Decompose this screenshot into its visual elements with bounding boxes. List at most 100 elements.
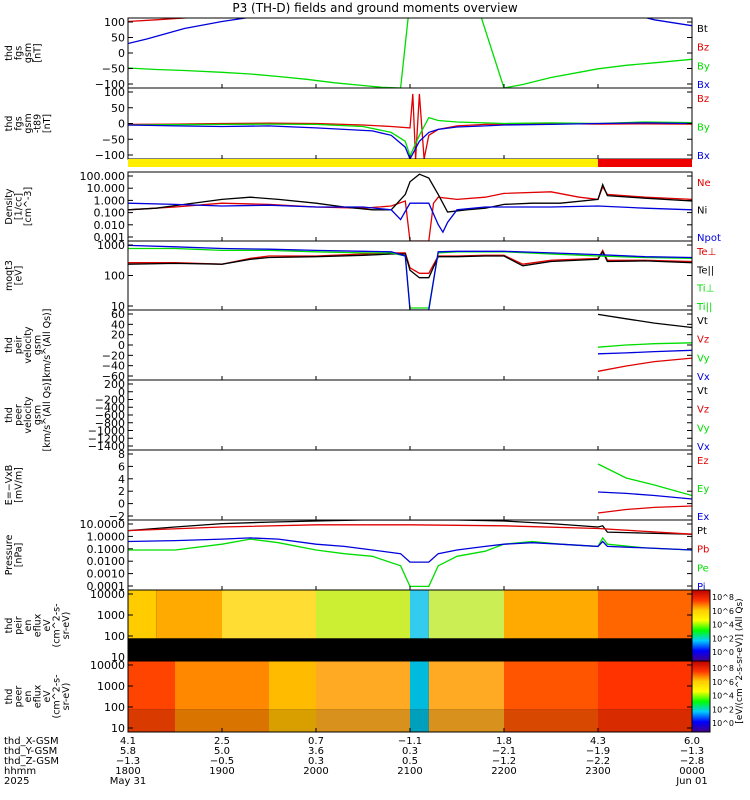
legend-By: By [697, 61, 710, 72]
ytick-label: 100 [104, 86, 125, 99]
colorbar-tick: 10^8 [712, 593, 734, 602]
ylabel-line: en [23, 691, 34, 703]
ytick-label: 0 [118, 339, 125, 352]
spectrogram-band-1 [175, 661, 269, 710]
spectrogram-band-low-3 [316, 709, 410, 732]
ytick-label: 0.001 [94, 231, 126, 244]
chart-title-text: P3 (TH-D) fields and ground moments over… [232, 1, 518, 15]
ylabel-line: (cm^2-s- [52, 675, 63, 719]
chart-title: P3 (TH-D) fields and ground moments over… [0, 1, 750, 15]
xtick-label: 2.5 [214, 736, 230, 747]
xtick-label: 1800 [115, 766, 140, 777]
ytick-label: 60 [111, 308, 125, 321]
panel-6: 2000−200−400−600−800−1000−1200−1400 thdpe… [4, 378, 710, 453]
legend-Ez: Ez [697, 456, 709, 467]
legend-Vy: Vy [697, 353, 710, 364]
ylabel-line: velocity [23, 396, 34, 434]
ytick-label: 100.000 [80, 170, 126, 183]
legend-Vz: Vz [697, 335, 709, 346]
ylabel-line: thd [4, 337, 15, 353]
legend-Te||: Te|| [696, 265, 714, 276]
ylabel-line: sr-eV) [61, 683, 72, 711]
legend-Ti||: Ti|| [696, 302, 712, 313]
xaxis-row-label: hhmm [4, 766, 36, 777]
legend-Pi: Pi [697, 582, 706, 593]
ylabel-line: eflux [33, 613, 44, 637]
series-Ez [597, 505, 692, 514]
xaxis-row-label: thd_Y-GSM [4, 746, 57, 757]
ytick-label: 0.0100 [87, 555, 126, 568]
spectrogram-band-3 [316, 661, 410, 710]
ytick-label: 10.000 [87, 182, 126, 195]
ytick-label: 0.0010 [87, 568, 126, 581]
colorbar-0 [691, 589, 711, 662]
ylabel-line: gsm [23, 113, 34, 133]
ytick-label: 50 [111, 32, 125, 45]
series-Npot [128, 202, 692, 234]
ylabel-line: [nPa] [14, 543, 25, 568]
colorbar-tick: 10^4 [712, 621, 734, 630]
ytick-label: 0.010 [94, 219, 126, 232]
ylabel-line: [eV] [14, 266, 25, 286]
legend-Ey: Ey [697, 484, 709, 495]
legend-Vx: Vx [697, 372, 710, 383]
ytick-label: 0.1000 [87, 543, 126, 556]
colorbar-tick: 10^2 [712, 705, 734, 714]
legend-Te⊥: Te⊥ [696, 247, 716, 258]
spectrogram-band-7 [598, 590, 692, 639]
ylabel-line: [1/cc] [14, 193, 25, 220]
ytick-label: 1000 [97, 609, 125, 622]
ylabel-line: eflux [33, 684, 44, 708]
series-Ti⊥ [128, 247, 692, 309]
ytick-label: 100 [104, 630, 125, 643]
spectrogram-band-low-0 [128, 709, 175, 732]
ytick-label: 0.0001 [87, 580, 126, 593]
ytick-label: 10000 [90, 588, 125, 601]
xtick-label: −1.3 [680, 746, 704, 757]
legend-Npot: Npot [697, 233, 721, 244]
ytick-label: 1.000 [94, 194, 126, 207]
xtick-label: 2200 [491, 766, 516, 777]
series-By [128, 116, 692, 158]
xtick-label: 2100 [397, 766, 422, 777]
colorbar-tick: 10^6 [712, 678, 734, 687]
xaxis-row-label: thd_X-GSM [4, 736, 59, 747]
xtick-label: 0.5 [402, 756, 418, 767]
ytick-label: 10.0000 [80, 518, 126, 531]
xtick-label: Jun 01 [675, 776, 708, 787]
xtick-label: 0.7 [308, 736, 324, 747]
spectrogram-band-0 [128, 661, 175, 710]
xtick-label: −1.1 [398, 736, 422, 747]
ytick-label: 200 [104, 378, 125, 391]
spectrogram-band-low-1 [175, 709, 269, 732]
xtick-label: −0.5 [210, 756, 234, 767]
ytick-label: −100 [95, 78, 125, 91]
series-Te|| [128, 250, 692, 279]
ylabel-line: peir [14, 616, 25, 635]
series-Ey [597, 463, 692, 497]
ytick-label: 40 [111, 318, 125, 331]
series-Ni [128, 173, 692, 213]
xtick-label: 4.3 [590, 736, 606, 747]
ytick-label: −60 [102, 370, 125, 383]
series-Vx [597, 349, 692, 355]
ytick-label: −50 [102, 63, 125, 76]
ytick-label: 0 [118, 386, 125, 399]
panel-frame [127, 240, 693, 311]
xtick-label: −1.3 [116, 756, 140, 767]
xtick-label: −2.1 [492, 746, 516, 757]
series-Bx [128, 122, 692, 159]
spectrogram-band-low-7 [598, 709, 692, 732]
series-Pi [128, 537, 692, 563]
ytick-label: 10 [111, 722, 125, 735]
xtick-label: 6.0 [684, 736, 700, 747]
legend-Ne: Ne [697, 178, 711, 189]
ylabel-line: gsm [33, 405, 44, 425]
spectrogram-band-5 [428, 661, 504, 710]
mode-segment-1 [598, 159, 692, 167]
ylabel-line: -t89 [33, 114, 44, 133]
